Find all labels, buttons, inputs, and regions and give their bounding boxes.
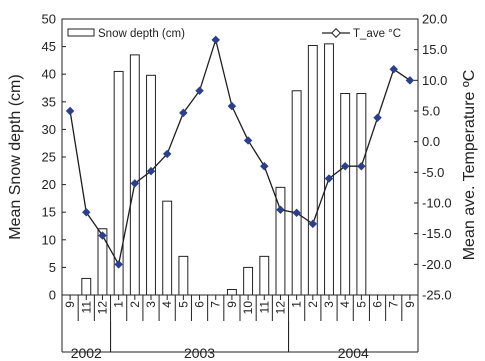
y-axis-left-title: Mean Snow depth (cm) [7, 74, 24, 239]
x-tick-label: 11 [257, 301, 271, 314]
temperature-point [179, 108, 188, 118]
snow-depth-bar [243, 266, 254, 296]
y-right-tick-label: 15.0 [422, 42, 447, 57]
x-tick-label: 1 [112, 301, 126, 308]
y-left-tick-label: 15 [42, 205, 56, 220]
temperature-point [324, 174, 334, 183]
x-tick-label: 2 [306, 301, 320, 308]
temperature-point [373, 113, 382, 122]
snow-depth-bar [324, 43, 334, 296]
snow-depth-bar [146, 74, 156, 296]
temperature-point [82, 207, 91, 217]
y-right-tick-label: 10.0 [422, 73, 447, 88]
temperature-point [340, 161, 350, 171]
snow-depth-bar [307, 44, 318, 296]
temperature-point [308, 219, 318, 229]
temperature-point [260, 161, 269, 171]
x-tick-label: 7 [387, 301, 401, 308]
temperature-point [227, 101, 237, 111]
y-right-tick-label: -15.0 [422, 226, 452, 241]
x-tick-label: 7 [209, 301, 223, 308]
snow-depth-bar [81, 277, 92, 296]
y-right-tick-label: -10.0 [422, 196, 452, 211]
temperature-point [276, 205, 285, 214]
temperature-point [243, 136, 253, 145]
y-left-tick-label: 25 [42, 150, 56, 165]
legend-bar-swatch [67, 28, 95, 37]
x-tick-label: 4 [338, 301, 352, 308]
y-right-tick-label: 0.0 [422, 134, 440, 149]
snow-depth-bar [162, 200, 173, 296]
x-tick-label: 9 [225, 301, 239, 308]
y-right-tick-label: -25.0 [422, 288, 452, 303]
snow-depth-bar [340, 93, 351, 296]
snow-depth-bar [291, 90, 302, 296]
temperature-point [98, 231, 107, 240]
temperature-point [146, 166, 156, 176]
legend-line-label: T_ave °C [353, 28, 401, 40]
x-tick-label: 12 [273, 301, 287, 315]
year-label: 2004 [338, 345, 369, 361]
y-left-tick-label: 5 [49, 260, 56, 275]
temperature-point [162, 149, 172, 159]
temperature-line [65, 35, 415, 269]
y-left-tick-label: 35 [42, 94, 56, 109]
temperature-line-path [69, 37, 411, 267]
y-axis-right-title: Mean ave. Temperature ºC [461, 70, 478, 261]
year-label: 2003 [184, 345, 215, 361]
temperature-point [211, 35, 220, 45]
temperature-point [357, 161, 366, 171]
y-left-tick-label: 45 [42, 39, 56, 54]
x-tick-label: 9 [63, 301, 77, 308]
y-left-tick-label: 20 [42, 177, 56, 192]
y-left-tick-label: 0 [49, 288, 56, 303]
y-right-tick-label: 20.0 [422, 12, 447, 27]
snow-depth-bar [275, 186, 286, 296]
snow-depth-bar [129, 54, 140, 296]
year-label: 2002 [71, 345, 102, 361]
x-tick-label: 6 [371, 301, 385, 308]
x-tick-label: 2 [128, 301, 142, 308]
x-tick-label: 5 [354, 301, 368, 308]
axes [61, 18, 419, 353]
legend: Snow depth (cm) T_ave °C [67, 28, 401, 40]
y-left-tick-label: 40 [42, 67, 56, 82]
snow-depth-bar [113, 70, 124, 296]
y-left-tick-label: 10 [42, 232, 56, 247]
x-tick-label: 3 [144, 301, 158, 308]
x-tick-label: 12 [95, 301, 109, 315]
snow-depth-bars [81, 43, 367, 296]
temperature-point [130, 179, 140, 188]
snow-depth-bar [97, 228, 108, 296]
x-tick-label: 5 [176, 301, 190, 308]
y-right-tick-label: -5.0 [422, 165, 444, 180]
x-tick-label: 6 [193, 301, 207, 308]
snow-depth-bar [259, 255, 270, 296]
temperature-point [405, 76, 415, 85]
y-left-tick-label: 30 [42, 122, 56, 137]
tick-labels: 05101520253035404550-25.0-20.0-15.0-10.0… [42, 12, 452, 361]
y-right-tick-label: -20.0 [422, 257, 452, 272]
snow-depth-bar [356, 93, 367, 296]
temperature-point [114, 260, 123, 269]
x-tick-label: 4 [160, 301, 174, 308]
x-tick-label: 1 [290, 301, 304, 308]
snow-depth-bar [178, 255, 189, 296]
temperature-point [292, 208, 301, 218]
temperature-point [65, 106, 75, 116]
y-right-tick-label: 5.0 [422, 104, 440, 119]
legend-line-marker [331, 28, 341, 38]
x-tick-label: 10 [241, 301, 255, 315]
y-left-tick-label: 50 [42, 12, 56, 27]
x-tick-label: 9 [403, 301, 417, 308]
legend-bar-label: Snow depth (cm) [98, 28, 185, 40]
x-tick-label: 3 [322, 301, 336, 308]
snow-depth-bar [226, 288, 237, 296]
temperature-point [389, 65, 398, 74]
temperature-point [195, 86, 204, 96]
x-tick-label: 11 [79, 301, 93, 314]
